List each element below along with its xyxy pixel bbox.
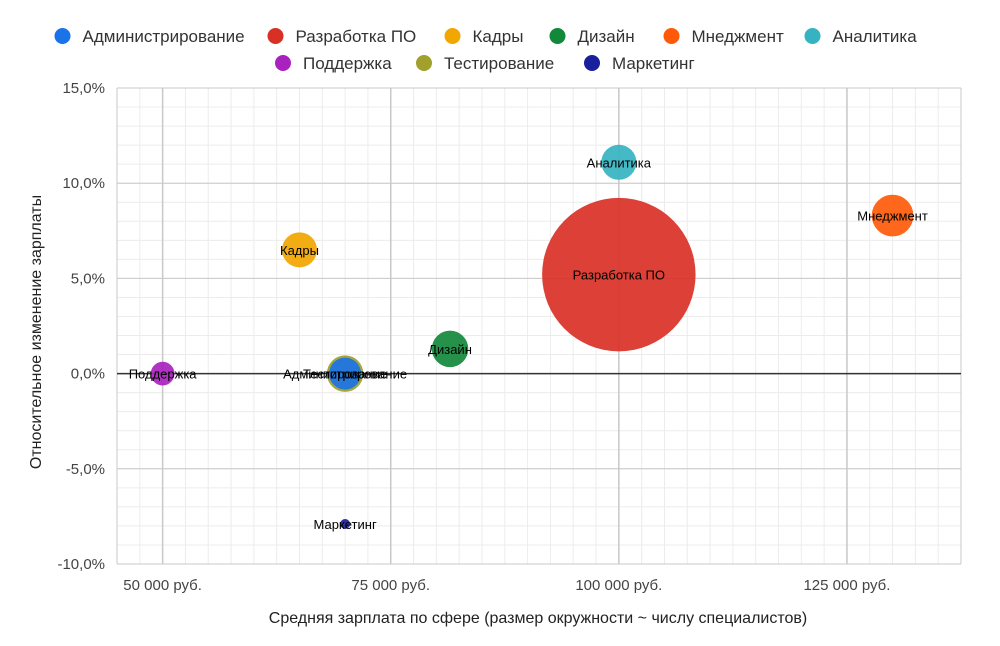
x-tick-label: 50 000 руб. — [123, 577, 202, 594]
bubble-label: Поддержка — [129, 367, 198, 382]
bubble-label: Мнеджмент — [857, 209, 928, 224]
bubble-Администрирование — [329, 357, 362, 390]
y-tick-label: 0,0% — [71, 366, 105, 383]
minor-gridlines — [116, 87, 962, 565]
bubble-Маркетинг — [340, 519, 351, 530]
legend-item[interactable]: Администрирование — [54, 27, 245, 46]
y-tick-label: -5,0% — [66, 461, 105, 478]
bubble-label: Маркетинг — [313, 517, 376, 532]
legend-label: Мнеджмент — [692, 27, 784, 46]
bubble-Кадры — [281, 232, 318, 268]
legend-item[interactable]: Поддержка — [275, 54, 392, 73]
y-tick-label: 10,0% — [62, 175, 105, 192]
bubble-Поддержка — [150, 361, 175, 386]
legend-item[interactable]: Тестирование — [416, 54, 554, 73]
bubble-label: Кадры — [280, 243, 319, 258]
y-tick-label: 15,0% — [62, 80, 105, 97]
bubbles — [150, 144, 914, 530]
legend-item[interactable]: Кадры — [444, 27, 524, 46]
legend-item[interactable]: Дизайн — [549, 27, 635, 46]
legend-item[interactable]: Маркетинг — [584, 54, 695, 73]
legend: Администрирование Разработка ПО Кадры Дизай… — [54, 27, 918, 73]
bubble-label: Аналитика — [587, 155, 652, 170]
legend-marker — [549, 28, 566, 44]
legend-label: Дизайн — [578, 27, 635, 46]
legend-item[interactable]: Мнеджмент — [663, 27, 784, 46]
legend-item[interactable]: Аналитика — [804, 27, 918, 46]
bubble-label: Разработка ПО — [573, 268, 665, 283]
bubble-Разработка ПО — [542, 197, 696, 352]
x-tick-label: 100 000 руб. — [575, 577, 662, 594]
bubble-Аналитика — [601, 144, 637, 180]
legend-marker — [663, 28, 680, 44]
bubble-label: Администрирование — [283, 367, 407, 382]
y-axis-ticks: 15,0% 10,0% 5,0% 0,0% -5,0% -10,0% — [57, 80, 105, 573]
legend-marker — [416, 55, 432, 71]
legend-label: Маркетинг — [612, 54, 695, 73]
major-gridlines — [116, 87, 962, 565]
legend-label: Тестирование — [444, 54, 554, 73]
legend-item[interactable]: Разработка ПО — [267, 27, 417, 46]
legend-label: Аналитика — [833, 27, 918, 46]
bubble-label: Тестирование — [303, 367, 387, 382]
x-tick-label: 125 000 руб. — [803, 577, 890, 594]
y-tick-label: 5,0% — [71, 270, 105, 287]
legend-marker — [267, 28, 284, 44]
x-axis-ticks: 50 000 руб. 75 000 руб. 100 000 руб. 125 00… — [123, 577, 890, 594]
y-tick-label: -10,0% — [57, 556, 105, 573]
bubble-label: Дизайн — [428, 342, 472, 357]
legend-label: Поддержка — [303, 54, 392, 73]
x-axis-title: Средняя зарплата по сфере (размер окружн… — [269, 610, 807, 627]
legend-marker — [804, 28, 821, 44]
y-axis-title: Относительное изменение зарплаты — [28, 195, 45, 469]
legend-label: Разработка ПО — [296, 27, 417, 46]
legend-marker — [275, 55, 291, 71]
legend-marker — [54, 28, 71, 44]
bubble-Дизайн — [431, 330, 469, 368]
x-tick-label: 75 000 руб. — [351, 577, 430, 594]
legend-label: Администрирование — [83, 27, 245, 46]
legend-marker — [444, 28, 461, 44]
legend-marker — [584, 55, 600, 71]
bubble-labels: Администрирование Разработка ПО Кадры Дизай… — [129, 155, 928, 532]
bubble-Мнеджмент — [871, 194, 914, 237]
legend-label: Кадры — [473, 27, 524, 46]
